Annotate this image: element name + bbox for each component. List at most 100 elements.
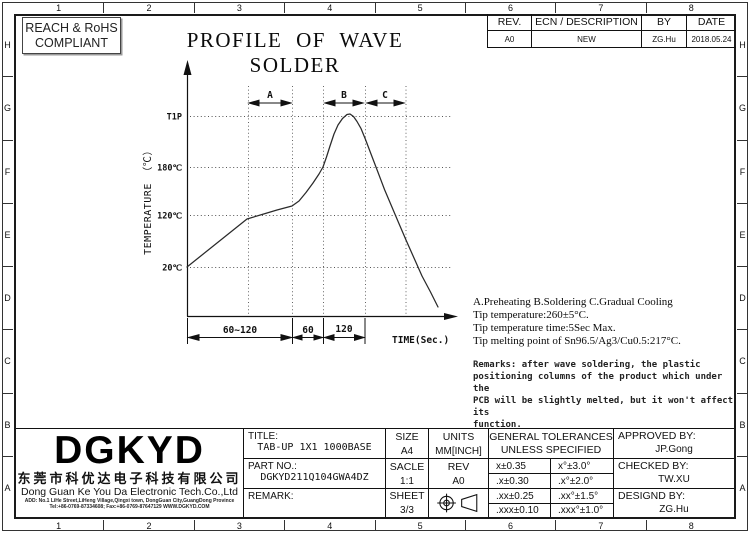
ruler-row: B: [737, 394, 748, 457]
tip-time-note: Tip temperature time:5Sec Max.: [473, 322, 616, 334]
ruler-col: 1: [14, 520, 105, 531]
dim-preheat-time: 60~120: [223, 325, 258, 336]
part-no-cell: PART NO.: DGKYD211Q104GWA4DZ: [243, 458, 385, 488]
ruler-col: 6: [466, 520, 557, 531]
compliance-line2: COMPLIANT: [35, 35, 108, 50]
company-contact: Tel:+86-0769-87334608; Fax:+86-0769-8764…: [49, 504, 210, 510]
dim-solder-time: 60: [302, 325, 314, 336]
size-label: SIZE: [395, 430, 419, 443]
dim-cooling-time: 120: [335, 324, 352, 335]
wave-solder-profile-chart: A B C T1P 180℃ 120℃ 20℃ TEMPERATURE （℃）: [142, 60, 458, 346]
tolerance-linear: .x±0.30: [488, 473, 550, 488]
ruler-row: F: [737, 141, 748, 204]
ruler-col: 8: [688, 2, 694, 13]
melting-point-note: Tip melting point of Sn96.5/Ag3/Cu0.5:21…: [473, 335, 681, 347]
title-cell: TITLE: TAB-UP 1X1 1000BASE: [243, 428, 385, 458]
ruler-col: 6: [466, 2, 557, 13]
approved-by-label: APPROVED BY:: [618, 430, 696, 442]
checked-by-value: TW.XU: [658, 474, 690, 485]
ruler-row: C: [2, 330, 13, 394]
remarks-line: positioning columns of the product which…: [473, 372, 723, 394]
gridlines-horizontal: [190, 116, 452, 268]
checked-by-cell: CHECKED BY: TW.XU: [613, 458, 734, 488]
ruler-row: E: [2, 204, 13, 267]
checked-by-label: CHECKED BY:: [618, 460, 689, 472]
ruler-row: H: [2, 14, 13, 78]
tolerance-linear: x±0.35: [488, 458, 550, 473]
ruler-col: 2: [104, 2, 195, 13]
by-value: ZG.Hu: [641, 31, 686, 48]
company-name-cn: 东莞市科优达电子科技有限公司: [17, 471, 242, 486]
company-logo: DGKYD: [54, 429, 205, 472]
tolerance-angular: .xxx°±1.0°: [550, 503, 613, 517]
scale-cell: SACLE 1:1: [385, 458, 428, 488]
date-value: 2018.05.24: [686, 31, 736, 48]
units-label: UNITS: [442, 430, 475, 443]
ruler-row: G: [737, 77, 748, 141]
sheet-cell: SHEET 3/3: [385, 488, 428, 517]
compliance-line1: REACH & RoHS: [25, 20, 118, 35]
date-col-header: DATE: [686, 14, 736, 31]
tolerance-linear: .xx±0.25: [488, 488, 550, 503]
ruler-col: 3: [195, 2, 286, 13]
ruler-col: 2: [104, 520, 195, 531]
tolerance-angular: .x°±2.0°: [550, 473, 613, 488]
sheet-value: 3/3: [400, 505, 414, 516]
ruler-col: 5: [376, 2, 466, 13]
y-axis-title: TEMPERATURE （℃）: [142, 145, 154, 255]
scale-label: SACLE: [389, 460, 425, 473]
projection-symbol-cell: [428, 488, 488, 517]
units-cell: UNITS MM[INCH]: [428, 428, 488, 458]
sheet-label: SHEET: [389, 490, 425, 502]
remark-cell: REMARK:: [243, 488, 385, 517]
ruler-col: 4: [285, 2, 376, 13]
gridlines-vertical: [248, 86, 407, 315]
units-value: MM[INCH]: [435, 445, 482, 457]
remarks-paragraph: Remarks: after wave soldering, the plast…: [473, 359, 735, 431]
rev-col-header: REV.: [487, 14, 531, 31]
y-tick-t1p: T1P: [167, 113, 182, 123]
ruler-row: D: [2, 267, 13, 331]
remarks-line: PCB will be slightly melted, but it won'…: [473, 396, 734, 418]
zone-legend: A.Preheating B.Soldering C.Gradual Cooli…: [473, 296, 673, 308]
y-tick-180: 180℃: [157, 163, 182, 174]
x-axis-arrow-icon: [444, 313, 458, 320]
tolerance-header-line2: UNLESS SPECIFIED: [500, 444, 602, 456]
company-logo-block: DGKYD 东莞市科优达电子科技有限公司 Dong Guan Ke You Da…: [16, 428, 243, 517]
axes: [186, 73, 446, 318]
ruler-row: C: [737, 330, 748, 394]
ecn-col-header: ECN / DESCRIPTION: [531, 14, 641, 31]
inner-frame: [14, 14, 736, 519]
approved-by-value: JP.Gong: [655, 444, 693, 455]
time-dimensions: [186, 318, 366, 344]
designed-by-value: ZG.Hu: [659, 504, 689, 515]
ruler-col: 4: [285, 520, 376, 531]
company-name-en: Dong Guan Ke You Da Electronic Tech.Co.,…: [21, 486, 238, 498]
approved-by-cell: APPROVED BY: JP.Gong: [613, 428, 734, 458]
zone-a-label: A: [267, 90, 273, 101]
part-no-value: DGKYD211Q104GWA4DZ: [260, 472, 369, 483]
remarks-line: Remarks: after wave soldering, the plast…: [473, 360, 701, 370]
ruler-bottom: 1 2 3 4 5 6 7 8: [14, 520, 736, 531]
zone-b-label: B: [341, 90, 347, 101]
temperature-profile-curve: [186, 113, 439, 308]
rev-value: A0: [452, 475, 465, 487]
ruler-col: 8: [688, 520, 694, 531]
ruler-row: F: [2, 141, 13, 204]
ruler-row: B: [2, 394, 13, 457]
title-value: TAB-UP 1X1 1000BASE: [257, 442, 372, 453]
company-address: ADD: No.1 LiHe Street,LiHeng Village,Qin…: [24, 498, 235, 504]
compliance-badge: REACH & RoHS COMPLIANT: [22, 17, 121, 54]
ruler-left: H G F E D C B A: [2, 14, 13, 519]
ruler-right: H G F E D C B A: [737, 14, 748, 519]
ruler-row: G: [2, 77, 13, 141]
by-col-header: BY: [641, 14, 686, 31]
tolerance-header-line1: GENERAL TOLERANCES: [489, 431, 613, 443]
projection-angle-icon: [436, 493, 477, 513]
ruler-top: 1 2 3 4 5 6 7 8: [14, 2, 736, 13]
ruler-col: 5: [376, 520, 466, 531]
ruler-row: A: [739, 482, 746, 493]
size-cell: SIZE A4: [385, 428, 428, 458]
scale-value: 1:1: [400, 475, 414, 487]
